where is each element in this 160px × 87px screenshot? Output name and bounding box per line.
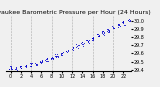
Title: Milwaukee Barometric Pressure per Hour (24 Hours): Milwaukee Barometric Pressure per Hour (… bbox=[0, 10, 151, 15]
